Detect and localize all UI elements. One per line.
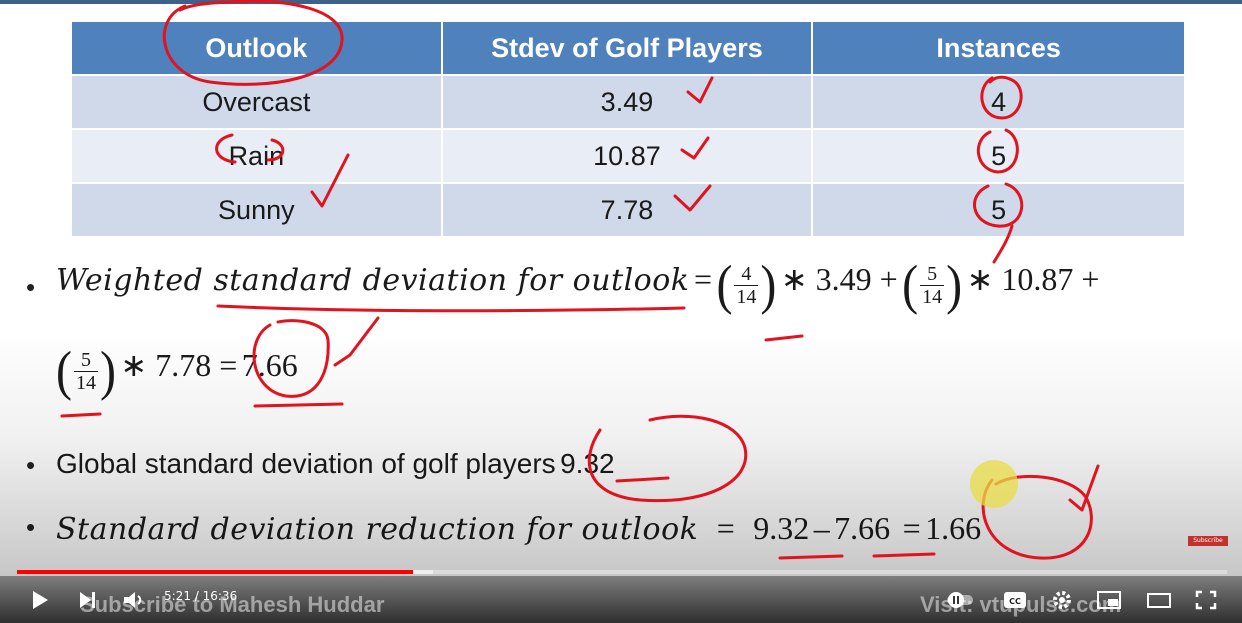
term-overcast: ∗ 3.49 + [780,261,898,297]
cell-stdev: 3.49 [441,74,814,129]
paren-close: ) [99,340,116,402]
theater-mode-icon[interactable] [1146,589,1172,611]
fraction-den: 14 [736,286,757,309]
autoplay-toggle-icon[interactable] [946,590,976,610]
paren-open: ( [716,254,733,316]
fraction-num: 5 [920,263,945,287]
cell-outlook: Overcast [72,74,443,129]
equals-sign: = [716,510,735,546]
cell-stdev: 10.87 [441,128,814,183]
subscribe-badge[interactable]: Subscribe [1188,536,1228,546]
table-header-row: Outlook Stdev of Golf Players Instances [72,22,1184,75]
sdr-weighted-value: 7.66 [834,510,891,546]
time-display: 5:21 / 16:36 [164,589,238,603]
paren-open: ( [902,254,919,316]
player-controls [0,576,1242,623]
table-row: Rain 10.87 5 [72,128,1184,183]
fraction-rain: 5 14 [920,263,945,309]
captions-icon[interactable]: CC [1003,589,1027,611]
sdr-line: Standard deviation reduction for outlook… [56,510,981,547]
slide: Outlook Stdev of Golf Players Instances … [0,4,1242,576]
cell-outlook: Rain [72,128,443,183]
cell-instances: 5 [812,128,1184,183]
progress-track[interactable] [17,570,1227,574]
bullet-dot: • [26,512,36,542]
cell-instances: 4 [812,74,1184,129]
sdr-result: 1.66 [925,510,982,546]
bullet-dot: • [26,272,36,302]
term-rain: ∗ 10.87 + [966,261,1100,297]
progress-played [17,570,413,574]
svg-text:CC: CC [1009,597,1021,606]
equals-sign: = [693,261,712,297]
cell-outlook: Sunny [72,182,443,236]
weighted-stdev-label: Weighted standard deviation for outlook [56,263,690,298]
minus-sign: – [813,510,830,546]
fraction-sunny: 5 14 [73,349,98,395]
header-stdev: Stdev of Golf Players [441,22,814,75]
miniplayer-icon[interactable] [1096,589,1122,611]
term-sunny: ∗ 7.78 = [120,347,238,383]
weighted-stdev-result: 7.66 [241,347,298,383]
weighted-stdev-line: Weighted standard deviation for outlook … [56,254,1100,316]
fraction-num: 5 [73,349,98,373]
paren-open: ( [56,340,72,402]
volume-icon[interactable] [122,590,146,610]
global-stdev-value: 9.32 [560,448,615,479]
fraction-den: 14 [922,286,943,309]
fraction-den: 14 [75,372,96,395]
fraction-overcast: 4 14 [734,263,759,309]
paren-close: ) [760,254,777,316]
table-row: Sunny 7.78 5 [72,182,1184,236]
settings-gear-icon[interactable] [1050,588,1074,612]
equals-sign: = [902,510,921,546]
sdr-label: Standard deviation reduction for outlook [56,512,699,547]
bullet-dot: • [26,450,36,480]
global-stdev-label: Global standard deviation of golf player… [56,448,556,479]
header-outlook: Outlook [72,22,443,75]
table-row: Overcast 3.49 4 [72,74,1184,129]
outlook-table: Outlook Stdev of Golf Players Instances … [72,22,1184,236]
header-instances: Instances [812,22,1184,75]
fullscreen-icon[interactable] [1194,589,1218,611]
cell-stdev: 7.78 [441,182,814,236]
weighted-stdev-line-2: (5 14) ∗ 7.78 = 7.66 [56,340,298,402]
global-stdev-line: Global standard deviation of golf player… [56,448,615,480]
play-icon[interactable] [30,589,50,611]
paren-close: ) [946,254,963,316]
sdr-global-value: 9.32 [753,510,810,546]
cell-instances: 5 [812,182,1184,236]
fraction-num: 4 [734,263,759,287]
pointer-highlight [970,460,1018,508]
next-icon[interactable] [78,589,98,611]
slide-top-border [0,0,1242,4]
